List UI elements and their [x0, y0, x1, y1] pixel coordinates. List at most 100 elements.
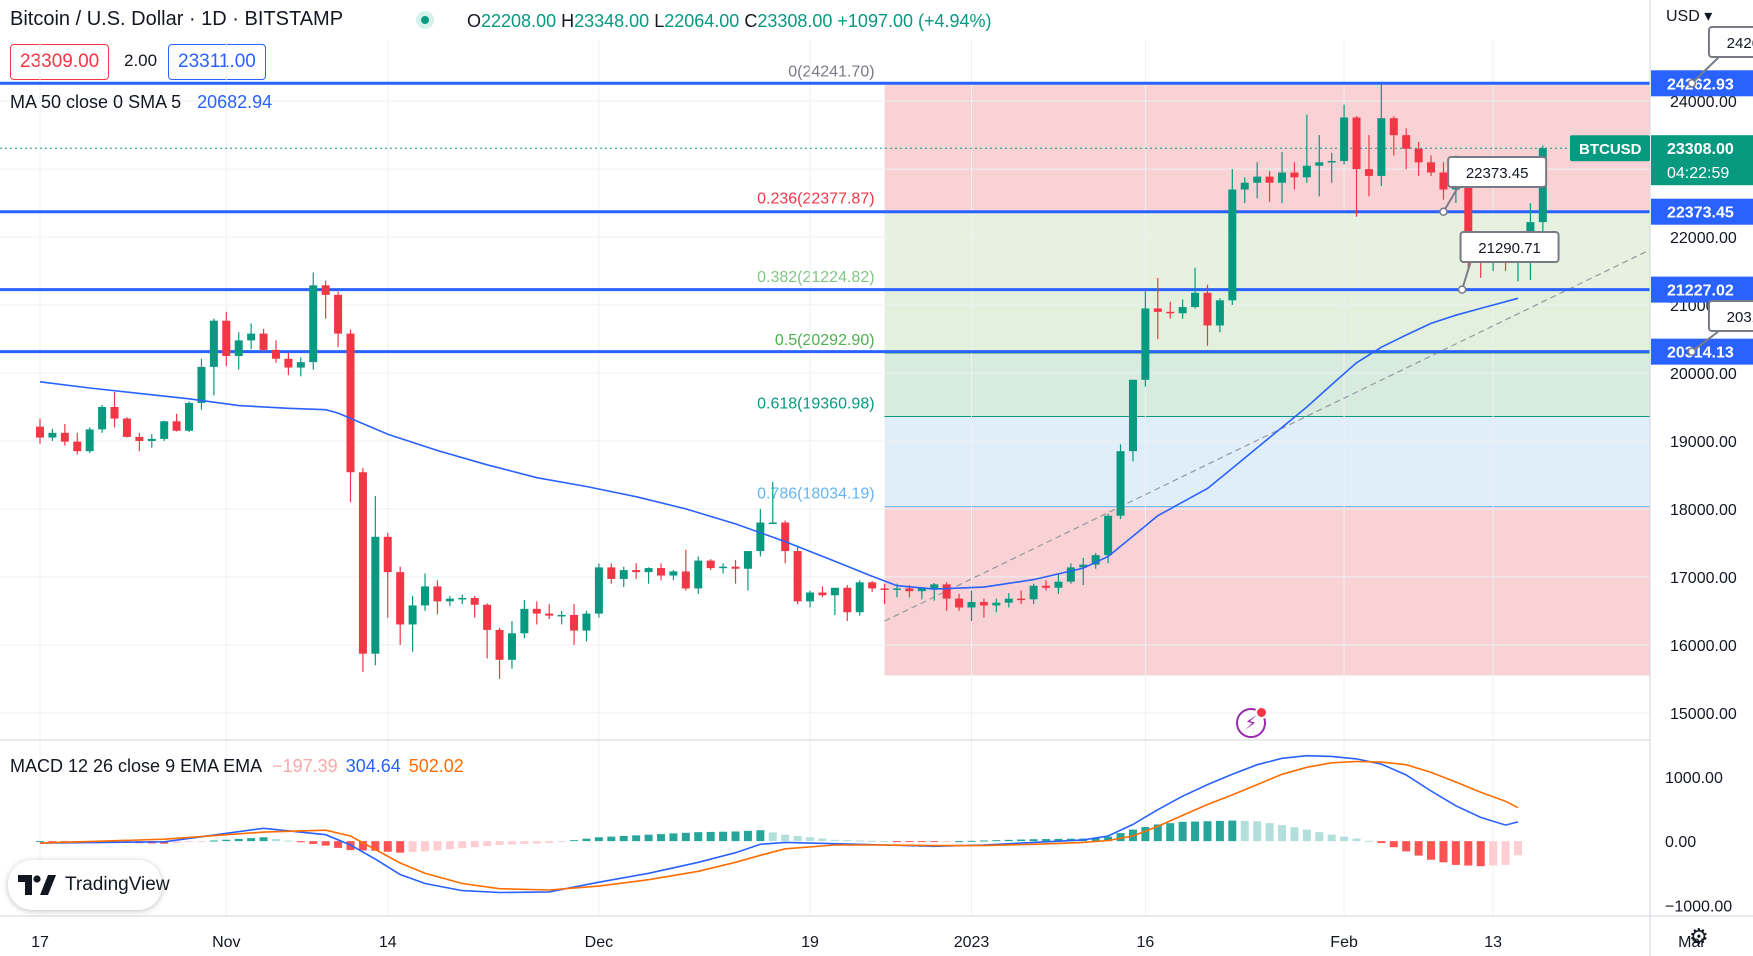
candle	[396, 572, 405, 625]
candle	[930, 584, 939, 589]
candle	[1464, 172, 1473, 251]
macd-histogram-bar	[36, 841, 44, 843]
tradingview-logo-icon	[18, 875, 56, 895]
candle	[955, 598, 964, 608]
fib-level-label: 0.618(19360.98)	[757, 395, 874, 412]
hline-price-label: 21227.02	[1667, 283, 1734, 300]
gear-icon[interactable]: ⚙	[1689, 924, 1709, 949]
candle	[371, 536, 380, 654]
macd-histogram-bar	[1004, 839, 1013, 842]
macd-histogram-bar	[1042, 839, 1051, 842]
macd-tick-label: 1000.00	[1665, 770, 1723, 787]
candle	[1228, 189, 1237, 301]
candle	[545, 613, 554, 616]
ma-label: MA 50 close 0 SMA 5	[10, 92, 182, 112]
hline-price-label: 20314.13	[1667, 345, 1734, 362]
macd-histogram-bar	[483, 841, 492, 847]
lightning-icon[interactable]: ⚡	[1236, 706, 1268, 738]
candle	[768, 522, 777, 525]
macd-histogram-bar	[1402, 841, 1411, 852]
candle	[1066, 567, 1075, 582]
open-value: 22208.00	[481, 11, 557, 31]
macd-histogram-bar	[1489, 841, 1498, 866]
callout-anchor	[1687, 347, 1697, 356]
candle	[905, 588, 914, 592]
ma-legend[interactable]: MA 50 close 0 SMA 5 20682.94	[10, 92, 272, 113]
candle	[271, 349, 280, 359]
callout-anchor	[1439, 207, 1448, 216]
candle	[1215, 300, 1224, 326]
candle	[793, 551, 802, 602]
candle	[706, 560, 715, 569]
candle	[855, 582, 864, 613]
candle	[421, 586, 430, 606]
macd-histogram-bar	[557, 841, 566, 843]
macd-histogram-bar	[321, 841, 330, 846]
ma-line	[39, 297, 1519, 590]
macd-histogram-bar	[421, 841, 430, 852]
macd-histogram-bar	[234, 838, 243, 842]
price-tick-label: 15000.00	[1670, 706, 1737, 723]
ma-line	[39, 297, 1519, 590]
candle	[843, 587, 852, 613]
macd-histogram-bar	[1451, 841, 1460, 865]
macd-histogram-bar	[930, 841, 939, 843]
candle	[1352, 117, 1361, 170]
candle	[681, 571, 690, 589]
time-tick-label: Feb	[1330, 934, 1358, 951]
hline-price-marker	[1651, 276, 1753, 303]
macd-histogram-bar	[632, 835, 641, 842]
candle	[669, 571, 678, 576]
fib-zone	[884, 353, 1753, 417]
candle	[594, 567, 603, 614]
time-tick-label: 19	[801, 934, 819, 951]
currency-select[interactable]: USD ▾	[1666, 8, 1713, 25]
macd-histogram-bar	[843, 840, 852, 842]
candle	[122, 418, 131, 437]
tradingview-badge[interactable]: TradingView	[8, 860, 170, 910]
candle	[234, 340, 243, 357]
macd-histogram-bar	[358, 841, 367, 851]
candle	[880, 588, 889, 590]
spread-value: 2.00	[120, 44, 162, 78]
candle	[1278, 172, 1286, 183]
macd-histogram-bar	[1476, 841, 1485, 867]
candle	[445, 598, 454, 602]
macd-histogram-bar	[917, 841, 926, 843]
callout-anchor	[1457, 285, 1467, 294]
candle	[1389, 118, 1398, 136]
fib-zone	[884, 211, 1753, 290]
candle	[160, 421, 169, 439]
candle	[1191, 292, 1200, 308]
candle	[408, 605, 417, 625]
macd-histogram-bar	[892, 841, 901, 843]
macd-legend[interactable]: MACD 12 26 close 9 EMA EMA −197.39 304.64 5…	[10, 756, 464, 777]
callout-label: 24262.93	[1727, 35, 1753, 52]
callouts: 24262.93 22373.45 21290.71 20314.13	[1439, 26, 1753, 356]
candle	[892, 588, 901, 590]
macd-histogram-bar	[657, 834, 665, 842]
symbol-marker	[1570, 135, 1650, 162]
candle	[818, 592, 827, 596]
macd-histogram-bar	[185, 841, 194, 843]
macd-histogram-bar	[1091, 837, 1100, 842]
macd-histogram-bar	[1464, 841, 1473, 866]
price-tick-label: 19000.00	[1670, 434, 1737, 451]
candle	[830, 587, 839, 596]
symbol-title[interactable]: Bitcoin / U.S. Dollar · 1D · BITSTAMP	[10, 8, 344, 30]
fib-level-label: 0.382(21224.82)	[757, 269, 874, 286]
candle	[1414, 148, 1423, 163]
fib-level-label: 0.236(22377.87)	[757, 190, 874, 207]
callout-pointer	[1691, 330, 1720, 353]
macd-histogram-bar	[259, 837, 268, 842]
macd-tick-label: 0.00	[1665, 834, 1696, 851]
price-tick-label: 20000.00	[1670, 366, 1737, 383]
macd-histogram-bar	[458, 841, 467, 849]
buy-button[interactable]: 23311.00	[168, 44, 266, 80]
macd-histogram-bar	[967, 840, 976, 842]
macd-histogram-bar	[607, 836, 616, 842]
macd-histogram-bar	[1153, 824, 1162, 842]
candle	[483, 604, 492, 630]
close-label: C	[744, 11, 758, 31]
